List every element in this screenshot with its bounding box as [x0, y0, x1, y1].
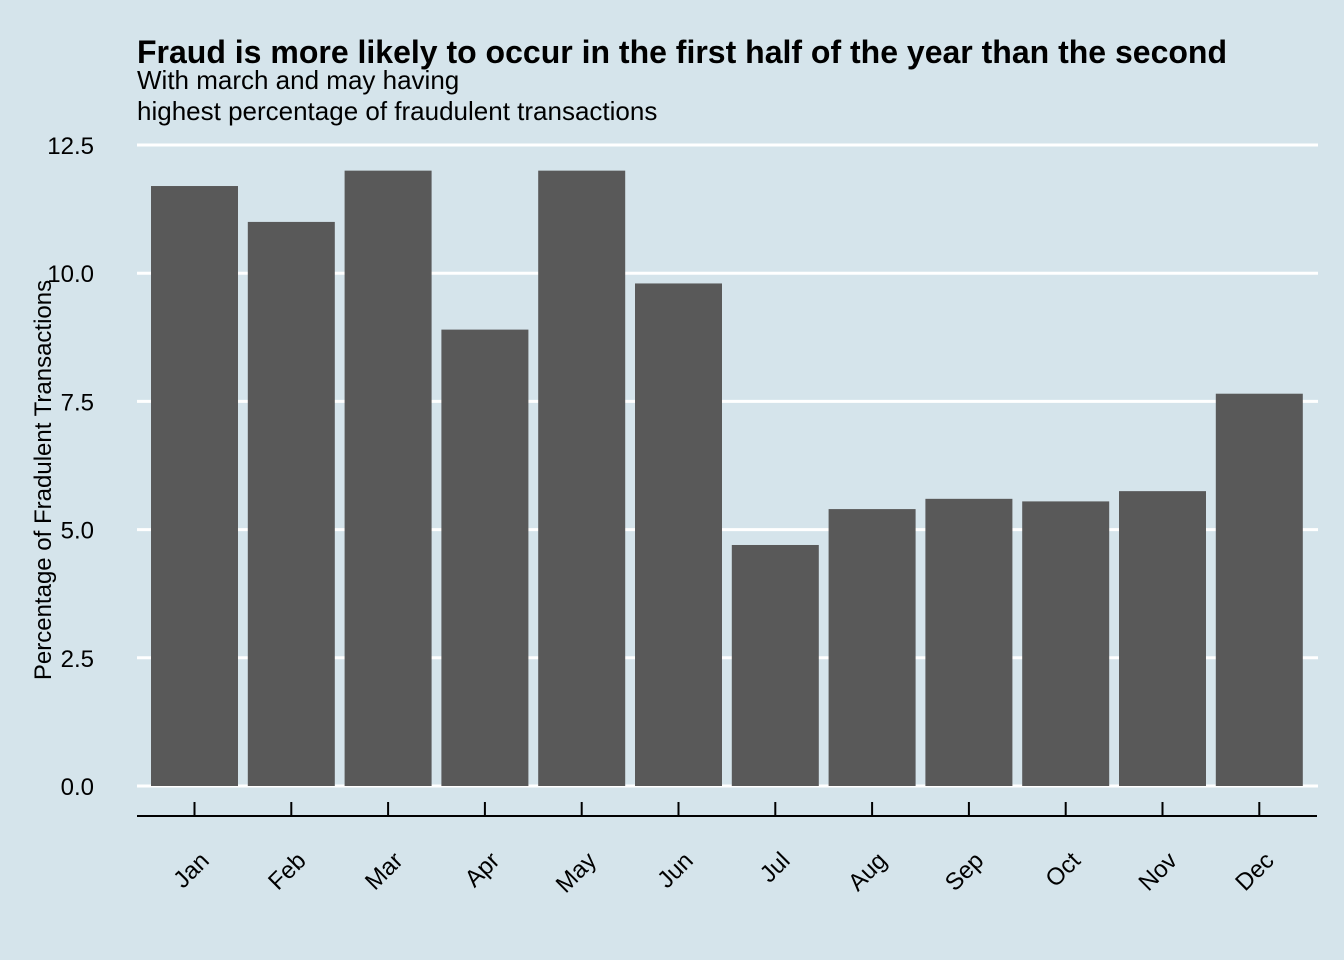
y-tick-label: 0.0 — [61, 774, 94, 801]
y-tick-label: 5.0 — [61, 518, 94, 545]
bar-jul — [731, 544, 819, 786]
bar-may — [538, 170, 626, 786]
bar-dec — [1215, 393, 1303, 786]
bar-nov — [1119, 491, 1206, 786]
chart-subtitle-line-1: With march and may having — [137, 65, 459, 95]
y-axis: 0.0 2.5 5.0 7.5 10.0 12.5 — [47, 133, 94, 801]
y-tick-label: 2.5 — [61, 646, 94, 673]
bar-jan — [151, 186, 238, 787]
bar-aug — [828, 509, 916, 786]
y-tick-label: 12.5 — [47, 133, 94, 160]
bar-feb — [247, 221, 335, 787]
y-tick-label: 10.0 — [47, 261, 94, 288]
bar-jun — [635, 283, 722, 786]
y-tick-label: 7.5 — [61, 389, 94, 416]
bars — [151, 170, 1303, 787]
y-axis-title: Percentage of Fradulent Transactions — [30, 280, 57, 680]
bar-sep — [925, 498, 1013, 786]
chart-title: Fraud is more likely to occur in the fir… — [137, 34, 1227, 70]
bar-apr — [441, 329, 529, 786]
bar-mar — [344, 170, 432, 786]
chart-subtitle-line-2: highest percentage of fraudulent transac… — [137, 96, 657, 126]
bar-oct — [1022, 501, 1110, 786]
